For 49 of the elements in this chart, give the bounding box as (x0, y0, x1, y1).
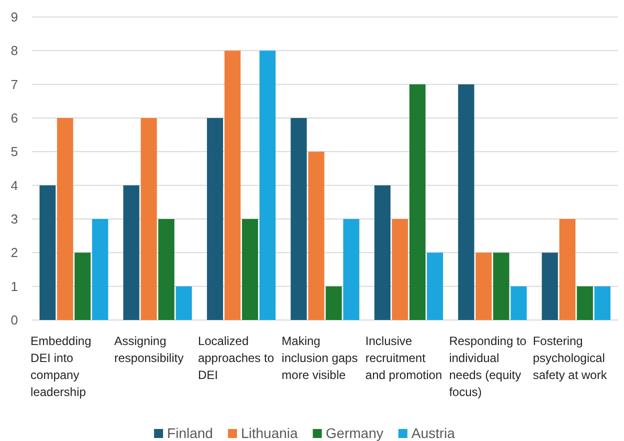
bar (92, 219, 108, 320)
y-tick-label: 9 (10, 10, 18, 25)
y-tick-label: 4 (10, 178, 18, 193)
bar (308, 152, 324, 320)
bar (493, 252, 510, 320)
y-tick-label: 5 (10, 144, 18, 160)
y-tick-label: 6 (10, 110, 18, 126)
x-tick-label: Inclusive recruitment and promotion (365, 334, 442, 382)
bar (476, 252, 492, 320)
y-tick-label: 3 (10, 212, 18, 227)
bar (374, 185, 390, 320)
bar (409, 84, 426, 320)
x-tick-label: Fostering psychological safety at work (532, 334, 608, 382)
legend-label: Finland (167, 425, 213, 441)
y-tick-label: 0 (10, 312, 18, 328)
bar (123, 185, 140, 320)
x-tick-label: Embedding DEI into company leadership (30, 334, 92, 399)
bar (343, 219, 360, 320)
x-tick-label: Making inclusion gaps more visible (282, 334, 358, 382)
legend-label: Germany (326, 425, 384, 441)
bar (224, 50, 241, 320)
y-tick-label: 2 (10, 245, 18, 260)
y-tick-label: 8 (10, 43, 18, 58)
bar (576, 286, 593, 320)
bar (392, 219, 408, 320)
bar (458, 84, 474, 320)
bar (74, 252, 91, 320)
bar (290, 118, 307, 320)
y-tick-label: 1 (10, 278, 18, 294)
bar (158, 219, 174, 320)
legend-label: Austria (411, 425, 456, 441)
bar (594, 286, 610, 320)
bar (510, 286, 527, 320)
x-tick-label: Responding to individual needs (equity focus) (449, 334, 527, 399)
y-tick-label: 7 (10, 76, 18, 92)
bar (176, 286, 192, 320)
bar (426, 252, 444, 320)
bar (326, 286, 342, 320)
bar (260, 50, 276, 320)
bar (140, 118, 157, 320)
bar (242, 219, 258, 320)
x-tick-label: Assigning responsibility (114, 334, 184, 365)
legend-label: Lithuania (240, 425, 298, 441)
bar (57, 118, 74, 320)
bar (206, 118, 224, 320)
bar (542, 252, 558, 320)
bar (40, 185, 56, 320)
x-tick-label: Localized approaches to DEI (198, 334, 274, 382)
bar (559, 219, 576, 320)
